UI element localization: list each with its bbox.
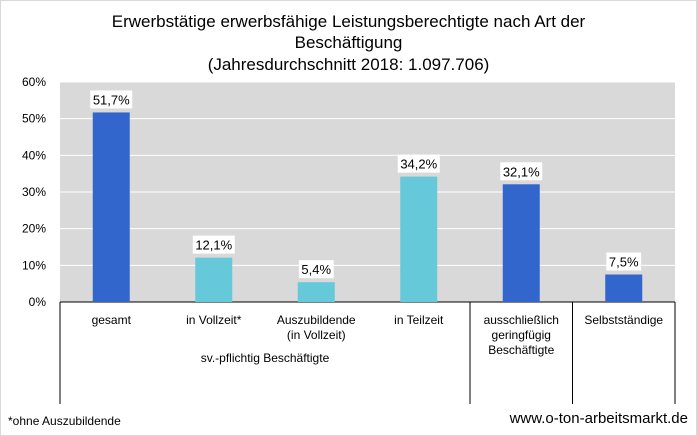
bar: [92, 112, 130, 302]
data-label-box: [192, 235, 235, 254]
data-label: 5,4%: [301, 262, 331, 277]
x-tick-label: Beschäftigte: [488, 343, 554, 357]
y-tick-label: 10%: [22, 258, 46, 272]
x-tick-label: in Vollzeit*: [186, 313, 242, 327]
y-tick-label: 50%: [22, 112, 46, 126]
data-label: 51,7%: [93, 92, 130, 107]
data-label-box: [500, 162, 543, 181]
bar: [297, 282, 335, 302]
source-url: www.o-ton-arbeitsmarkt.de: [509, 410, 688, 427]
y-tick-label: 60%: [22, 75, 46, 89]
y-tick-label: 0%: [29, 295, 47, 309]
x-tick-label: geringfügig: [492, 328, 551, 342]
bar: [195, 257, 233, 302]
data-label: 32,1%: [503, 164, 540, 179]
x-tick-label: gesamt: [92, 313, 132, 327]
data-label: 7,5%: [609, 255, 639, 270]
data-label: 12,1%: [195, 238, 232, 253]
x-tick-label: Auszubildende: [277, 313, 356, 327]
data-label-box: [606, 252, 642, 271]
chart-title-line-2: Beschäftigung: [294, 33, 403, 52]
chart-title-line-3: (Jahresdurchschnitt 2018: 1.097.706): [207, 55, 490, 74]
data-label: 34,2%: [400, 157, 437, 172]
bar: [502, 184, 540, 302]
y-tick-label: 20%: [22, 222, 46, 236]
bar: [400, 176, 438, 302]
x-tick-label: in Teilzeit: [394, 313, 444, 327]
data-label-box: [397, 154, 440, 173]
x-tick-label: ausschließlich: [484, 313, 559, 327]
x-tick-label: (in Vollzeit): [287, 328, 346, 342]
y-tick-label: 30%: [22, 185, 46, 199]
category-group-label: sv.-pflichtig Beschäftigte: [201, 351, 330, 365]
data-label-box: [298, 260, 334, 279]
footnote: *ohne Auszubildende: [8, 414, 121, 428]
x-tick-label: Selbstständige: [584, 313, 663, 327]
y-tick-label: 40%: [22, 148, 46, 162]
data-label-box: [90, 90, 133, 109]
chart-title-line-1: Erwerbstätige erwerbsfähige Leistungsber…: [111, 12, 586, 31]
bar: [605, 274, 643, 302]
